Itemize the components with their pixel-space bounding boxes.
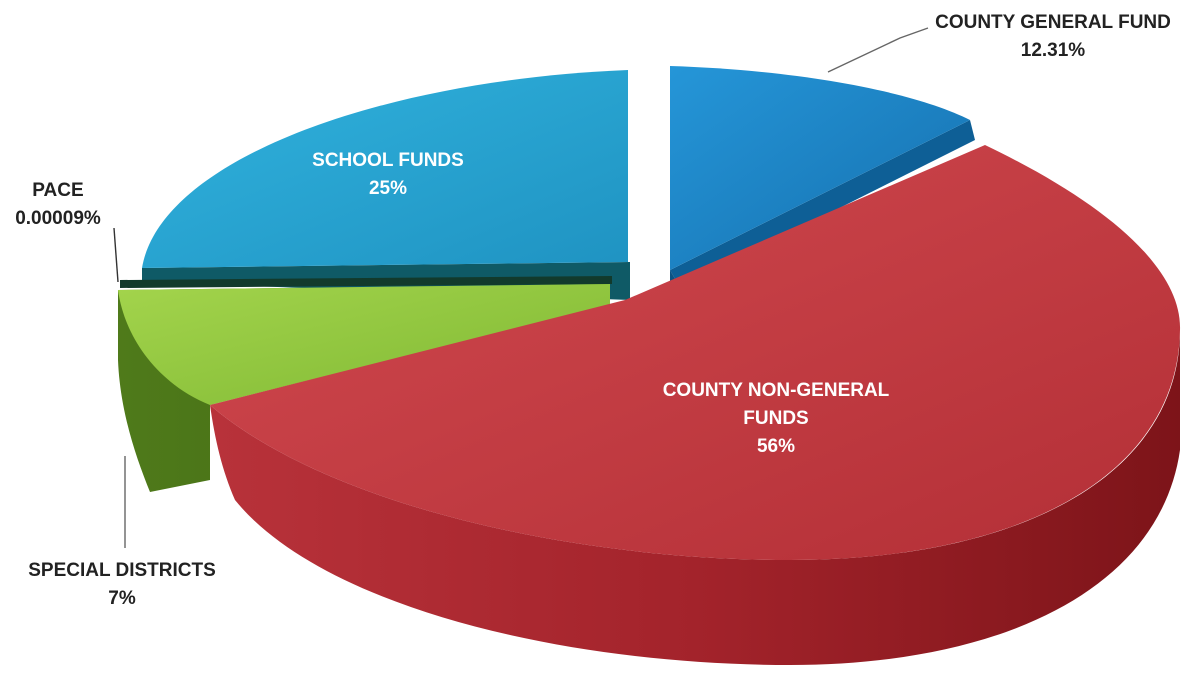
label-pace-name: PACE <box>32 180 83 201</box>
label-school-funds-name: SCHOOL FUNDS <box>312 150 464 171</box>
label-school-funds: SCHOOL FUNDS 25% <box>312 150 464 199</box>
slice-county-non-general-funds[interactable] <box>210 145 1181 665</box>
slice-special-districts-top <box>118 284 610 405</box>
label-county-general-fund-name: COUNTY GENERAL FUND <box>935 12 1171 33</box>
label-pace-value: 0.00009% <box>15 208 101 229</box>
slice-pace[interactable] <box>120 276 612 288</box>
label-special-districts-name: SPECIAL DISTRICTS <box>28 560 216 581</box>
slice-county-general-fund-side-inner <box>670 120 975 288</box>
label-county-non-general-funds-name-line2: FUNDS <box>743 408 808 429</box>
label-county-general-fund: COUNTY GENERAL FUND 12.31% <box>935 12 1171 61</box>
leader-line-pace <box>113 227 119 283</box>
label-county-non-general-funds: COUNTY NON-GENERAL FUNDS 56% <box>663 380 890 457</box>
slice-pace-top <box>120 276 612 288</box>
label-county-non-general-funds-name-line1: COUNTY NON-GENERAL <box>663 380 890 401</box>
slice-special-districts[interactable] <box>118 284 610 492</box>
slice-county-general-fund-top <box>670 66 970 270</box>
slice-county-non-general-funds-side <box>210 330 1180 665</box>
label-school-funds-value: 25% <box>369 178 407 199</box>
label-pace: PACE 0.00009% <box>15 180 101 229</box>
slice-county-non-general-funds-top <box>210 145 1181 560</box>
slice-school-funds-top <box>142 70 628 268</box>
label-special-districts-value: 7% <box>108 588 136 609</box>
label-special-districts: SPECIAL DISTRICTS 7% <box>28 560 216 609</box>
label-county-general-fund-value: 12.31% <box>1021 40 1086 61</box>
leader-line-county-general-fund <box>827 27 929 73</box>
label-county-non-general-funds-value: 56% <box>757 436 795 457</box>
